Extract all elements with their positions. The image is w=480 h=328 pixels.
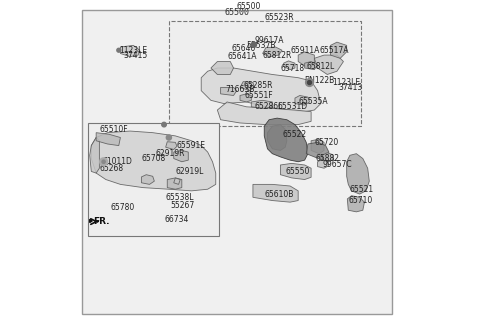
Polygon shape xyxy=(142,175,155,184)
Text: 71663B: 71663B xyxy=(226,85,255,93)
Text: 37413: 37413 xyxy=(338,83,363,92)
Polygon shape xyxy=(280,163,311,179)
Text: 65641A: 65641A xyxy=(227,52,257,61)
Polygon shape xyxy=(253,184,298,202)
Text: 65710: 65710 xyxy=(348,196,372,205)
Text: 65285R: 65285R xyxy=(243,81,273,90)
Text: 65812R: 65812R xyxy=(263,51,292,60)
Polygon shape xyxy=(221,87,237,95)
FancyBboxPatch shape xyxy=(169,21,361,126)
Polygon shape xyxy=(174,151,188,162)
Text: BN122B: BN122B xyxy=(305,76,335,85)
Circle shape xyxy=(100,158,108,166)
Circle shape xyxy=(166,135,171,140)
Text: 65911A: 65911A xyxy=(290,46,320,55)
Text: 65720: 65720 xyxy=(314,138,338,147)
Polygon shape xyxy=(314,55,343,74)
Text: 1123LE: 1123LE xyxy=(119,46,147,55)
Text: 65708: 65708 xyxy=(142,154,166,163)
Polygon shape xyxy=(217,102,311,125)
Polygon shape xyxy=(311,139,324,154)
Circle shape xyxy=(102,160,105,163)
Text: 55537B: 55537B xyxy=(246,41,276,50)
Polygon shape xyxy=(240,82,254,91)
Text: 65551F: 65551F xyxy=(245,91,274,100)
Text: 65535A: 65535A xyxy=(298,97,328,107)
Polygon shape xyxy=(306,142,329,160)
Polygon shape xyxy=(347,154,369,194)
Polygon shape xyxy=(90,219,92,222)
Text: 37415: 37415 xyxy=(124,51,148,60)
Text: 66734: 66734 xyxy=(164,215,189,224)
Polygon shape xyxy=(318,159,329,168)
Circle shape xyxy=(252,42,256,47)
Text: 65510F: 65510F xyxy=(99,125,128,134)
Polygon shape xyxy=(90,137,99,173)
Text: 65517A: 65517A xyxy=(319,46,348,55)
Text: 65550: 65550 xyxy=(285,167,310,176)
Text: 61011D: 61011D xyxy=(103,157,132,166)
Polygon shape xyxy=(167,178,182,189)
Polygon shape xyxy=(91,131,216,191)
Text: 65882: 65882 xyxy=(316,154,340,163)
Polygon shape xyxy=(267,125,287,151)
Text: 65718: 65718 xyxy=(280,64,304,72)
Polygon shape xyxy=(298,52,314,68)
Text: 99617A: 99617A xyxy=(254,36,284,45)
Polygon shape xyxy=(174,178,180,184)
Polygon shape xyxy=(201,68,321,112)
Polygon shape xyxy=(295,95,310,105)
Text: 65780: 65780 xyxy=(111,202,135,212)
Text: 1123LE: 1123LE xyxy=(332,78,360,87)
Text: 65500: 65500 xyxy=(224,8,249,17)
Text: 65812L: 65812L xyxy=(306,62,335,71)
Polygon shape xyxy=(331,42,347,58)
Circle shape xyxy=(308,81,312,85)
Polygon shape xyxy=(120,45,140,57)
Text: 65591E: 65591E xyxy=(177,141,206,150)
Text: 65523R: 65523R xyxy=(264,13,294,22)
Polygon shape xyxy=(96,133,120,146)
Text: 65268: 65268 xyxy=(99,164,123,173)
Text: 65610B: 65610B xyxy=(264,190,294,198)
Text: 65531D: 65531D xyxy=(277,102,307,111)
FancyBboxPatch shape xyxy=(82,10,392,314)
Polygon shape xyxy=(166,142,177,150)
FancyBboxPatch shape xyxy=(88,123,219,236)
Polygon shape xyxy=(211,62,234,74)
Text: 99657C: 99657C xyxy=(323,160,352,170)
Text: FR.: FR. xyxy=(93,217,109,226)
Polygon shape xyxy=(252,100,272,109)
Polygon shape xyxy=(323,153,334,162)
Text: 65640: 65640 xyxy=(232,44,256,53)
Text: 65538L: 65538L xyxy=(166,193,194,202)
Polygon shape xyxy=(264,118,308,162)
Text: 55267: 55267 xyxy=(170,201,195,210)
Text: 65521: 65521 xyxy=(350,185,374,194)
Circle shape xyxy=(117,48,121,52)
Text: 65500: 65500 xyxy=(237,2,261,11)
Polygon shape xyxy=(284,61,295,70)
Text: 62919L: 62919L xyxy=(175,167,204,176)
Text: 65522: 65522 xyxy=(282,130,306,139)
Text: 62919R: 62919R xyxy=(156,149,185,158)
Polygon shape xyxy=(240,94,252,102)
Polygon shape xyxy=(263,47,282,57)
Polygon shape xyxy=(305,62,318,70)
Polygon shape xyxy=(348,196,364,212)
Text: 65286L: 65286L xyxy=(254,102,283,111)
Circle shape xyxy=(306,79,313,87)
Circle shape xyxy=(162,122,166,127)
